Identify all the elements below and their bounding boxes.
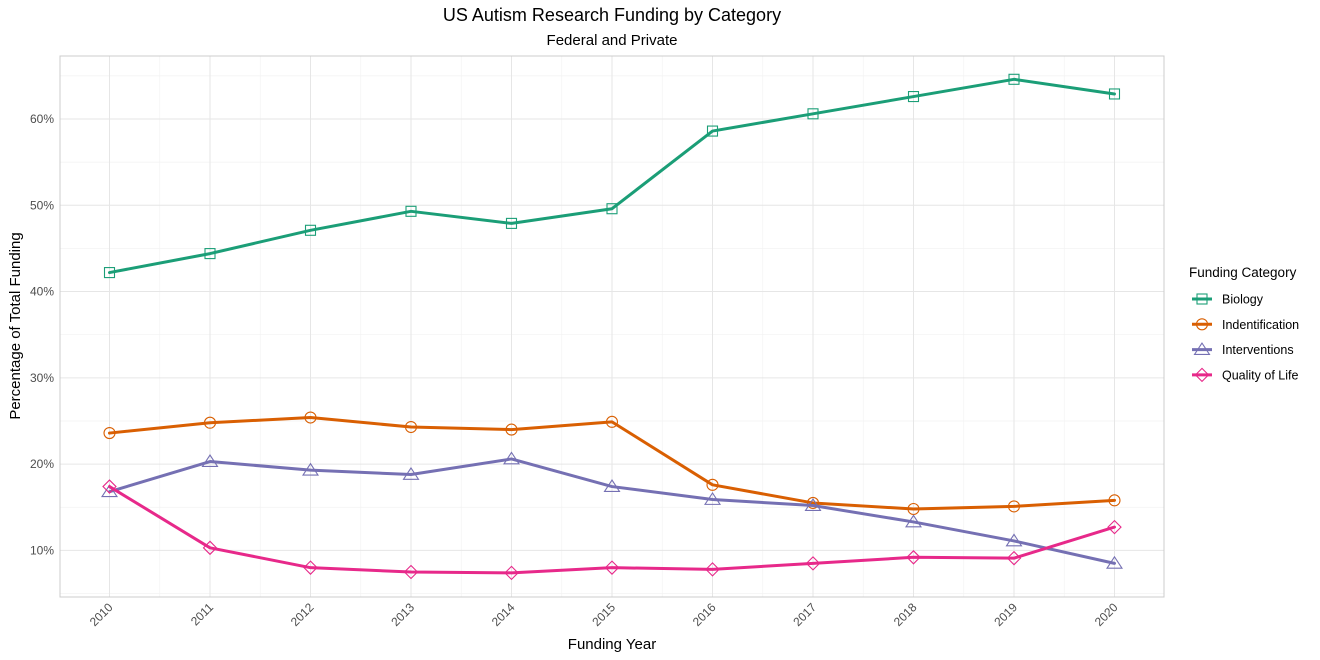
legend-label: Quality of Life xyxy=(1222,368,1298,382)
circle-marker xyxy=(304,411,317,424)
y-tick-label: 10% xyxy=(30,543,54,557)
square-marker xyxy=(1196,293,1208,305)
x-axis-ticks: 2010 2011 2012 2013 2014 2015 2016 2017 2018 2019… xyxy=(87,600,1121,629)
triangle-marker xyxy=(101,484,118,498)
legend-item-quality-of-life: Quality of Life xyxy=(1192,367,1298,383)
x-tick-label: 2013 xyxy=(388,600,417,629)
series-line-indentification xyxy=(108,416,1116,511)
series-indentification xyxy=(103,411,1121,516)
plot-panel xyxy=(59,55,1165,598)
diamond-marker xyxy=(906,550,921,565)
x-tick-label: 2020 xyxy=(1092,600,1121,629)
triangle-marker xyxy=(402,466,420,480)
x-axis-title: Funding Year xyxy=(568,636,656,653)
legend-item-biology: Biology xyxy=(1192,293,1264,307)
legend-item-indentification: Indentification xyxy=(1192,318,1299,332)
diamond-marker xyxy=(805,556,821,571)
circle-marker xyxy=(404,420,418,434)
triangle-marker xyxy=(1193,342,1211,356)
legend-items: Biology Indentification Interventions Quali… xyxy=(1192,293,1299,383)
legend-label: Biology xyxy=(1222,293,1264,307)
circle-marker xyxy=(203,416,217,429)
legend-item-interventions: Interventions xyxy=(1192,342,1294,357)
triangle-marker xyxy=(603,479,621,492)
x-tick-label: 2015 xyxy=(589,600,618,629)
square-marker xyxy=(907,91,920,103)
square-marker xyxy=(606,203,618,215)
circle-marker xyxy=(806,496,820,510)
triangle-marker xyxy=(905,514,922,528)
diamond-marker xyxy=(1107,519,1122,535)
series-quality-of-life xyxy=(102,479,1122,581)
series-layer xyxy=(101,73,1123,581)
legend-title: Funding Category xyxy=(1189,265,1297,280)
legend-label: Interventions xyxy=(1222,343,1294,357)
square-marker xyxy=(103,267,116,279)
square-marker xyxy=(807,108,819,120)
x-tick-label: 2017 xyxy=(790,600,819,629)
x-tick-label: 2016 xyxy=(690,600,719,629)
square-marker xyxy=(304,224,317,236)
diamond-marker xyxy=(1006,550,1022,566)
diamond-marker xyxy=(705,562,720,577)
square-marker xyxy=(706,125,719,137)
x-tick-label: 2011 xyxy=(188,600,216,628)
triangle-marker xyxy=(201,454,219,467)
square-marker xyxy=(505,217,518,229)
triangle-marker xyxy=(704,491,721,505)
circle-marker xyxy=(505,423,518,436)
y-tick-label: 60% xyxy=(30,112,54,126)
chart-subtitle: Federal and Private xyxy=(547,32,678,49)
diamond-marker xyxy=(102,479,117,494)
y-tick-label: 30% xyxy=(30,371,54,385)
x-tick-label: 2014 xyxy=(489,600,518,629)
circle-marker xyxy=(1007,500,1021,513)
series-line-biology xyxy=(108,77,1116,275)
circle-marker xyxy=(1195,318,1209,331)
square-marker xyxy=(1108,88,1121,100)
y-axis-ticks: 10% 20% 30% 40% 50% 60% xyxy=(30,112,54,557)
series-line-interventions xyxy=(108,457,1116,565)
legend: Funding Category Biology Indentification I… xyxy=(1189,265,1299,382)
y-tick-label: 50% xyxy=(30,198,54,212)
diamond-marker xyxy=(1194,367,1210,383)
x-tick-label: 2018 xyxy=(891,600,920,629)
chart-title: US Autism Research Funding by Category xyxy=(443,5,781,25)
series-line-quality-of-life xyxy=(108,485,1116,575)
y-tick-label: 40% xyxy=(30,285,54,299)
triangle-marker xyxy=(302,462,319,476)
series-biology xyxy=(103,73,1121,279)
diamond-marker xyxy=(202,540,218,556)
triangle-marker xyxy=(503,451,520,465)
circle-marker xyxy=(605,415,619,428)
diamond-marker xyxy=(403,564,419,580)
diamond-marker xyxy=(604,560,620,575)
series-interventions xyxy=(101,451,1123,569)
diamond-marker xyxy=(504,565,519,581)
square-marker xyxy=(204,248,216,260)
x-tick-label: 2019 xyxy=(991,600,1020,629)
y-axis-title: Percentage of Total Funding xyxy=(7,232,24,419)
circle-marker xyxy=(706,478,719,491)
x-tick-label: 2010 xyxy=(87,600,116,629)
diamond-marker xyxy=(303,560,318,575)
gridlines xyxy=(60,56,1164,597)
circle-marker xyxy=(1108,494,1121,507)
x-tick-label: 2012 xyxy=(288,600,317,629)
triangle-marker xyxy=(1106,555,1123,569)
square-marker xyxy=(1008,73,1020,85)
triangle-marker xyxy=(804,498,822,511)
y-tick-label: 20% xyxy=(30,457,54,471)
triangle-marker xyxy=(1005,533,1023,547)
circle-marker xyxy=(103,427,116,440)
square-marker xyxy=(405,205,417,217)
legend-label: Indentification xyxy=(1222,318,1299,332)
